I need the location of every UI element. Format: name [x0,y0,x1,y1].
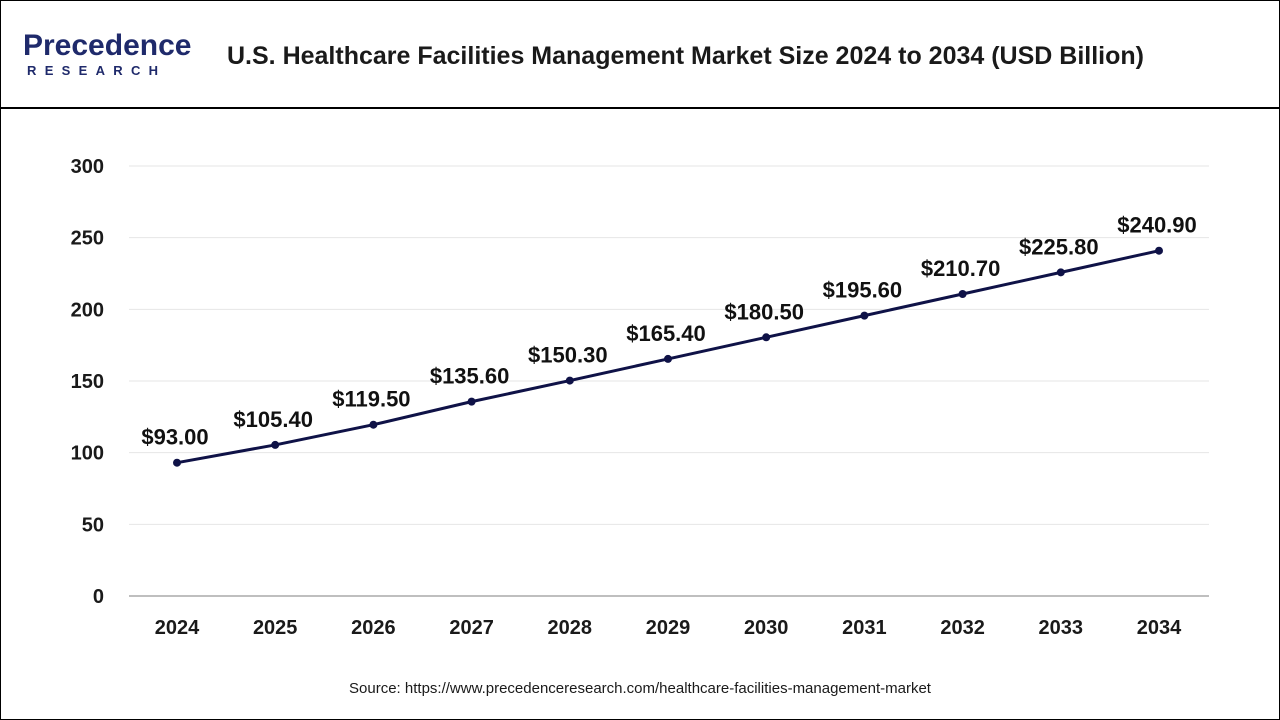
data-label: $225.80 [1019,234,1099,259]
y-tick-label: 50 [82,514,104,536]
logo-subtitle: RESEARCH [27,63,167,78]
data-point [369,420,378,429]
x-tick-label: 2031 [842,617,887,639]
y-tick-label: 300 [71,156,104,178]
data-point [173,458,181,467]
x-tick-label: 2027 [449,617,494,639]
data-label: $93.00 [141,425,208,450]
x-tick-label: 2029 [646,617,691,639]
data-label: $195.60 [823,278,903,303]
logo: Precedence RESEARCH [23,29,213,85]
x-tick-label: 2028 [548,617,593,639]
data-point [271,440,280,449]
y-tick-label: 200 [71,299,104,321]
axes: 0 50 100 150 200 250 300 2024 2025 2026 2027 2028 20… [71,156,1209,639]
x-tick-label: 2024 [155,617,200,639]
x-tick-label: 2030 [744,617,789,639]
y-tick-label: 150 [71,371,104,393]
header: Precedence RESEARCH U.S. Healthcare Faci… [1,1,1279,109]
data-label: $105.40 [233,407,313,432]
chart-title: U.S. Healthcare Facilities Management Ma… [227,42,1144,70]
data-label: $210.70 [921,256,1001,281]
data-label: $240.90 [1117,213,1197,238]
line-chart: 0 50 100 150 200 250 300 2024 2025 2026 2027 2028 20… [71,156,1209,639]
logo-wordmark: Precedence [23,29,192,62]
data-point [467,397,476,406]
data-point [762,333,771,342]
y-tick-label: 0 [93,586,104,608]
x-tick-label: 2025 [253,617,298,639]
data-point [1155,246,1163,255]
data-point [664,354,672,363]
data-labels: $93.00 $105.40 $119.50 $135.60 $150.30 $165.4… [141,213,1196,450]
gridlines [129,165,1209,525]
data-label: $165.40 [626,321,706,346]
x-tick-label: 2034 [1137,617,1182,639]
y-tick-label: 250 [71,228,104,250]
data-point [565,376,574,385]
data-label: $180.50 [724,299,804,324]
data-point [860,311,869,320]
data-label: $135.60 [430,364,510,389]
data-point [1056,268,1065,277]
data-label: $150.30 [528,343,608,368]
data-points [173,246,1163,467]
data-label: $119.50 [332,387,410,412]
x-tick-label: 2032 [940,617,985,639]
y-tick-label: 100 [71,443,104,465]
x-tick-label: 2033 [1039,617,1084,639]
data-point [958,289,967,298]
x-tick-label: 2026 [351,617,396,639]
source-note: Source: https://www.precedenceresearch.c… [349,680,931,697]
